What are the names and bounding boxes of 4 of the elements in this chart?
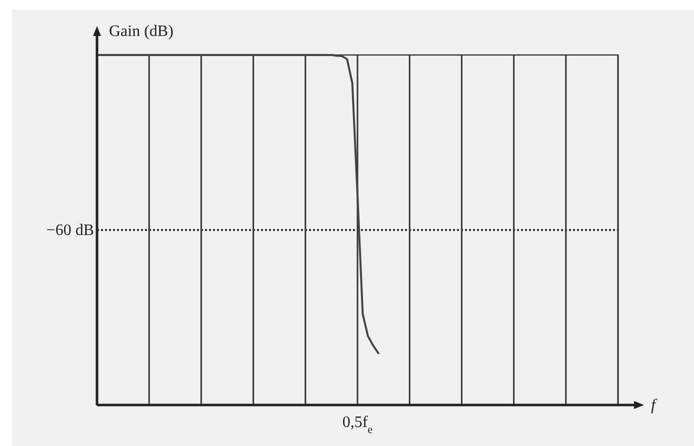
x-axis-title: f	[651, 397, 658, 414]
text: 0,5f$_{e}$	[342, 414, 373, 436]
ref-line-label: −60 dB	[46, 222, 94, 239]
y-axis-title: Gain (dB)	[109, 23, 174, 40]
